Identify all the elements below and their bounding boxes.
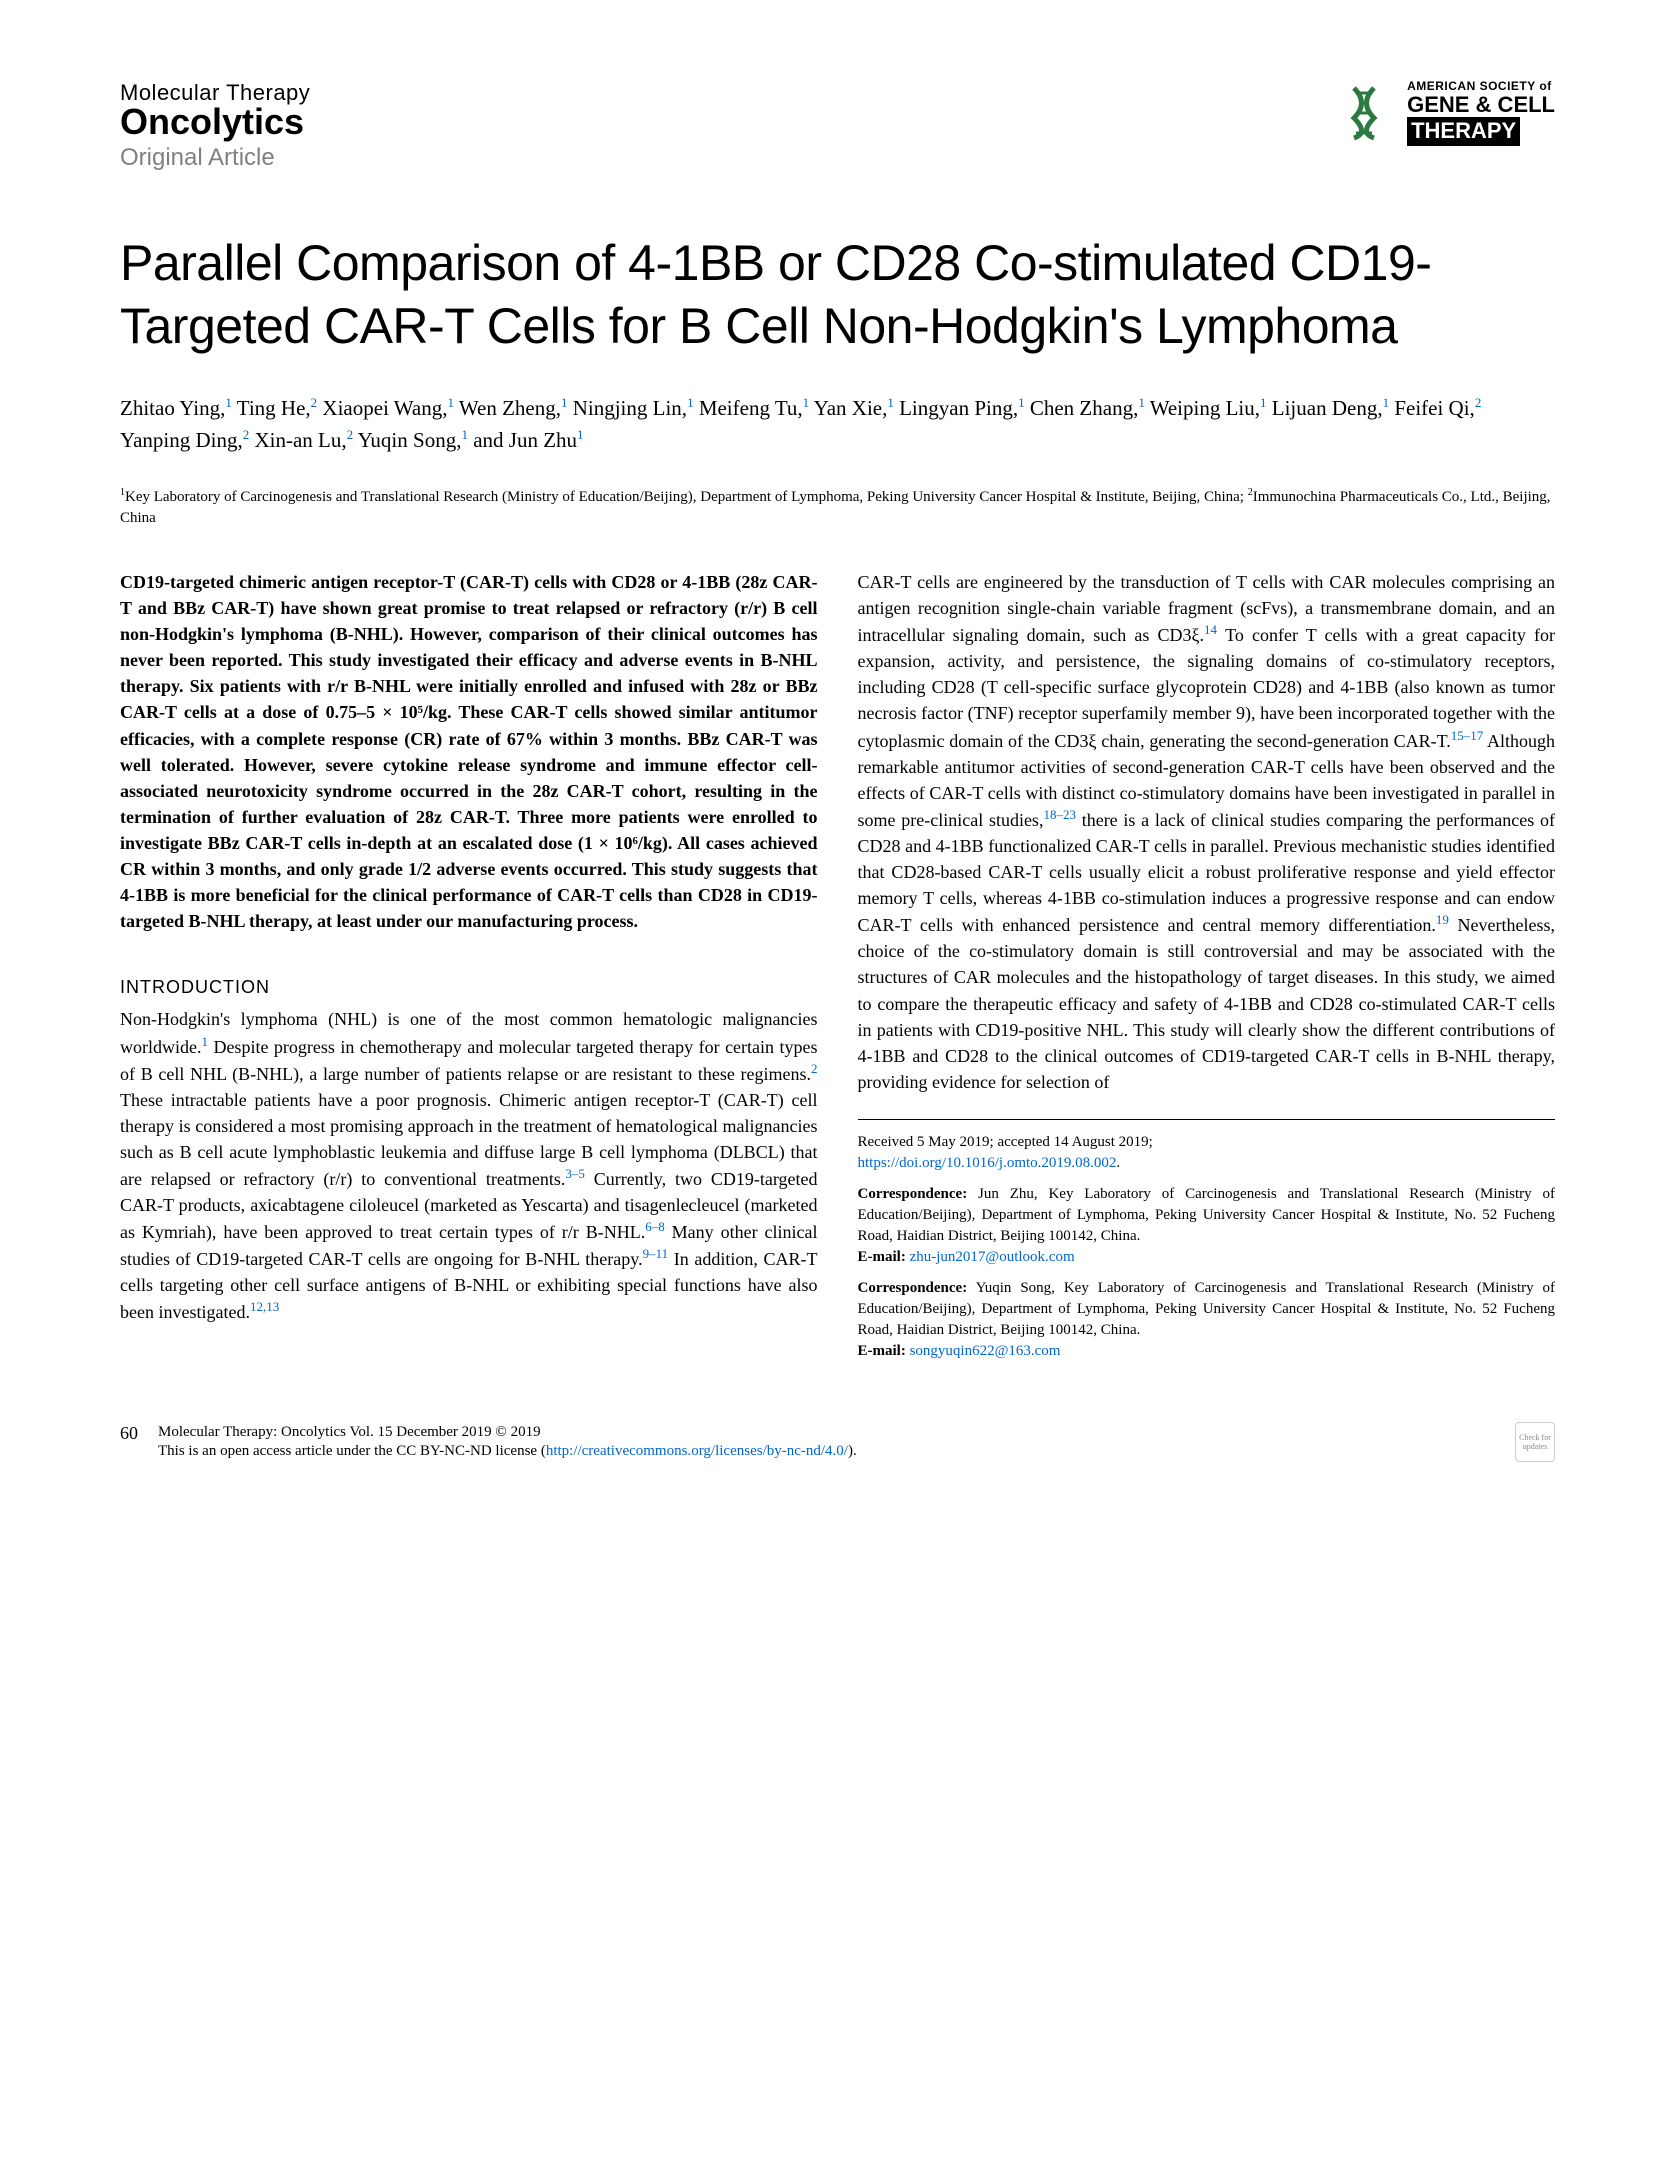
- col2-paragraph: CAR-T cells are engineered by the transd…: [858, 569, 1556, 1095]
- dna-icon: [1339, 83, 1399, 143]
- email-2-row: E-mail: songyuqin622@163.com: [858, 1341, 1556, 1362]
- corr2-label: Correspondence:: [858, 1280, 968, 1296]
- society-logo: AMERICAN SOCIETY of GENE & CELL THERAPY: [1339, 80, 1555, 146]
- page-footer: 60 Molecular Therapy: Oncolytics Vol. 15…: [120, 1422, 1555, 1462]
- article-title: Parallel Comparison of 4-1BB or CD28 Co-…: [120, 232, 1555, 357]
- email-2-link[interactable]: songyuqin622@163.com: [910, 1343, 1061, 1359]
- affiliations: 1Key Laboratory of Carcinogenesis and Tr…: [120, 486, 1555, 529]
- society-line2: THERAPY: [1407, 117, 1520, 145]
- abstract-text: CD19-targeted chimeric antigen receptor-…: [120, 569, 818, 934]
- footer-left: 60 Molecular Therapy: Oncolytics Vol. 15…: [120, 1423, 857, 1462]
- corr1-label: Correspondence:: [858, 1186, 968, 1202]
- footer-citation: Molecular Therapy: Oncolytics Vol. 15 De…: [158, 1423, 857, 1443]
- crossmark-label: Check for updates: [1516, 1433, 1554, 1451]
- page-header: Molecular Therapy Oncolytics Original Ar…: [120, 80, 1555, 172]
- article-info-block: Received 5 May 2019; accepted 14 August …: [858, 1119, 1556, 1362]
- license-link[interactable]: http://creativecommons.org/licenses/by-n…: [546, 1443, 848, 1459]
- footer-citation-block: Molecular Therapy: Oncolytics Vol. 15 De…: [158, 1423, 857, 1462]
- email2-label: E-mail:: [858, 1343, 910, 1359]
- intro-paragraph: Non-Hodgkin's lymphoma (NHL) is one of t…: [120, 1006, 818, 1325]
- page-number: 60: [120, 1423, 138, 1444]
- journal-name-line2: Oncolytics: [120, 104, 310, 140]
- correspondence-1: Correspondence: Jun Zhu, Key Laboratory …: [858, 1184, 1556, 1247]
- journal-block: Molecular Therapy Oncolytics Original Ar…: [120, 80, 310, 172]
- footer-license-row: This is an open access article under the…: [158, 1442, 857, 1462]
- left-column: CD19-targeted chimeric antigen receptor-…: [120, 569, 818, 1362]
- author-list: Zhitao Ying,1 Ting He,2 Xiaopei Wang,1 W…: [120, 393, 1555, 456]
- received-accepted: Received 5 May 2019; accepted 14 August …: [858, 1132, 1556, 1153]
- article-type: Original Article: [120, 144, 310, 172]
- email-1-link[interactable]: zhu-jun2017@outlook.com: [910, 1249, 1075, 1265]
- license-text: This is an open access article under the…: [158, 1443, 546, 1459]
- email-1-row: E-mail: zhu-jun2017@outlook.com: [858, 1247, 1556, 1268]
- crossmark-badge[interactable]: Check for updates: [1515, 1422, 1555, 1462]
- correspondence-2: Correspondence: Yuqin Song, Key Laborato…: [858, 1278, 1556, 1341]
- society-text: AMERICAN SOCIETY of GENE & CELL THERAPY: [1407, 80, 1555, 146]
- email1-label: E-mail:: [858, 1249, 910, 1265]
- society-line1: GENE & CELL: [1407, 93, 1555, 117]
- two-column-body: CD19-targeted chimeric antigen receptor-…: [120, 569, 1555, 1362]
- right-column: CAR-T cells are engineered by the transd…: [858, 569, 1556, 1362]
- license-close: ).: [848, 1443, 857, 1459]
- intro-heading: INTRODUCTION: [120, 974, 818, 1000]
- doi-link[interactable]: https://doi.org/10.1016/j.omto.2019.08.0…: [858, 1155, 1117, 1171]
